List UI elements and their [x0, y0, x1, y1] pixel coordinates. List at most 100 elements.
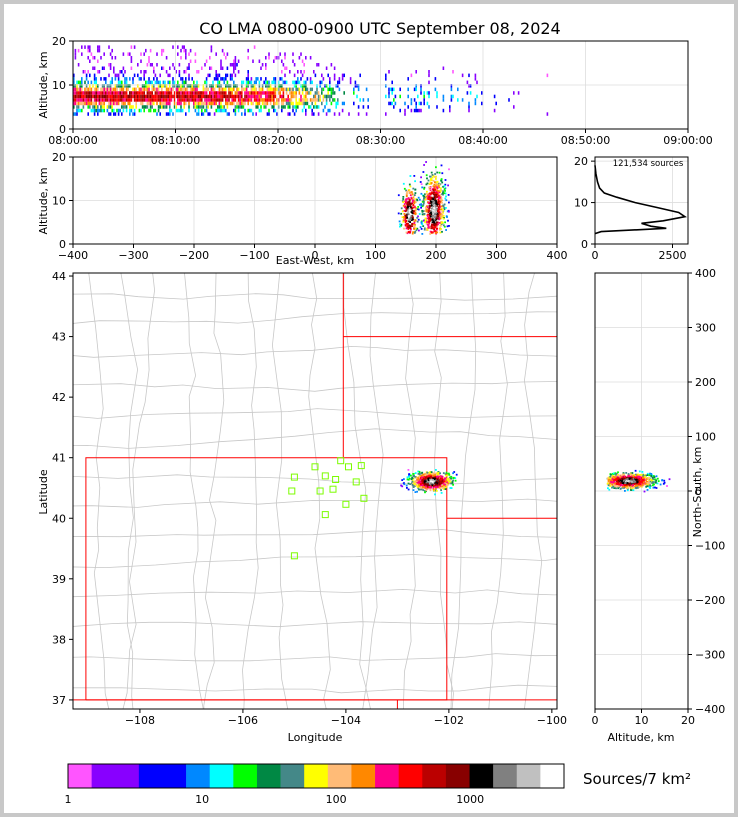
- source-cell: [260, 98, 262, 102]
- station-marker: [329, 485, 337, 493]
- source-cell: [627, 473, 630, 475]
- source-cell: [215, 94, 217, 99]
- source-cell: [651, 478, 654, 481]
- source-cell: [311, 101, 313, 106]
- source-cell: [611, 482, 613, 485]
- source-cell: [442, 485, 445, 488]
- source-cell: [162, 101, 165, 106]
- source-cell: [281, 77, 283, 81]
- source-cell: [135, 105, 137, 109]
- source-cell: [284, 98, 286, 102]
- county-border: [362, 273, 384, 709]
- source-cell: [125, 105, 128, 109]
- source-cell: [607, 487, 609, 490]
- source-cell: [268, 84, 270, 88]
- source-cell: [111, 101, 113, 106]
- altitude-ew-sources: [397, 161, 450, 235]
- figure: CO LMA 0800-0900 UTC September 08, 2024 …: [4, 4, 734, 813]
- source-cell: [439, 189, 442, 192]
- source-cell: [314, 98, 317, 102]
- source-cell: [194, 98, 197, 102]
- source-cell: [149, 63, 152, 67]
- source-cell: [405, 214, 408, 217]
- source-cell: [221, 77, 224, 81]
- colorbar-cell: [351, 764, 376, 788]
- source-cell: [188, 52, 190, 56]
- source-cell: [303, 80, 305, 85]
- source-cell: [418, 213, 421, 215]
- source-cell: [151, 63, 153, 67]
- source-cell: [218, 91, 221, 95]
- source-cell: [301, 84, 304, 88]
- source-cell: [413, 108, 416, 113]
- source-cell: [282, 80, 285, 85]
- source-cell: [148, 87, 150, 92]
- source-cell: [432, 211, 434, 214]
- source-cell: [623, 481, 625, 484]
- source-cell: [156, 91, 158, 95]
- source-cell: [305, 108, 307, 113]
- source-cell: [329, 108, 331, 113]
- source-cell: [452, 94, 454, 99]
- source-cell: [404, 210, 407, 213]
- source-cell: [408, 201, 411, 203]
- source-cell: [287, 101, 289, 106]
- source-cell: [253, 87, 256, 92]
- source-cell: [431, 474, 434, 477]
- source-cell: [439, 196, 441, 199]
- source-cell: [188, 94, 190, 99]
- source-cell: [210, 101, 213, 106]
- source-cell: [87, 101, 89, 106]
- source-cell: [253, 98, 256, 102]
- source-cell: [130, 66, 133, 70]
- source-cell: [513, 91, 515, 95]
- source-cell: [430, 482, 432, 485]
- source-cell: [452, 472, 454, 475]
- station-marker: [337, 457, 345, 465]
- source-cell: [349, 77, 352, 81]
- source-cell: [162, 94, 165, 99]
- source-cell: [82, 98, 85, 102]
- county-border: [73, 408, 557, 419]
- source-cell: [404, 214, 407, 217]
- source-cell: [93, 73, 96, 78]
- source-cell: [317, 94, 320, 99]
- source-cell: [82, 101, 85, 106]
- source-cell: [79, 108, 81, 113]
- source-cell: [407, 197, 410, 199]
- source-cell: [228, 84, 230, 88]
- source-cell: [410, 196, 413, 199]
- source-cell: [175, 91, 177, 95]
- source-cell: [430, 478, 432, 481]
- source-cell: [157, 105, 160, 109]
- source-cell: [300, 101, 302, 106]
- plan-view-sources: [400, 469, 458, 496]
- source-cell: [646, 489, 649, 491]
- source-cell: [97, 108, 99, 113]
- source-cell: [615, 477, 618, 480]
- source-cell: [449, 487, 452, 489]
- source-cell: [74, 98, 77, 102]
- source-cell: [284, 52, 286, 56]
- source-cell: [421, 200, 424, 203]
- source-cell: [314, 91, 317, 95]
- source-cell: [202, 87, 205, 92]
- source-cell: [141, 84, 144, 88]
- source-cell: [213, 77, 216, 81]
- source-cell: [165, 94, 168, 99]
- source-cell: [237, 105, 240, 109]
- source-cell: [114, 98, 117, 102]
- source-cell: [337, 84, 339, 88]
- source-cell: [614, 472, 617, 475]
- source-cell: [164, 84, 166, 88]
- source-cell: [181, 80, 184, 85]
- source-cell: [173, 101, 176, 106]
- source-cell: [623, 478, 626, 480]
- figure-title: CO LMA 0800-0900 UTC September 08, 2024: [199, 19, 560, 38]
- station-marker: [321, 472, 329, 480]
- county-border: [271, 273, 289, 709]
- source-cell: [100, 98, 102, 102]
- source-cell: [418, 483, 420, 486]
